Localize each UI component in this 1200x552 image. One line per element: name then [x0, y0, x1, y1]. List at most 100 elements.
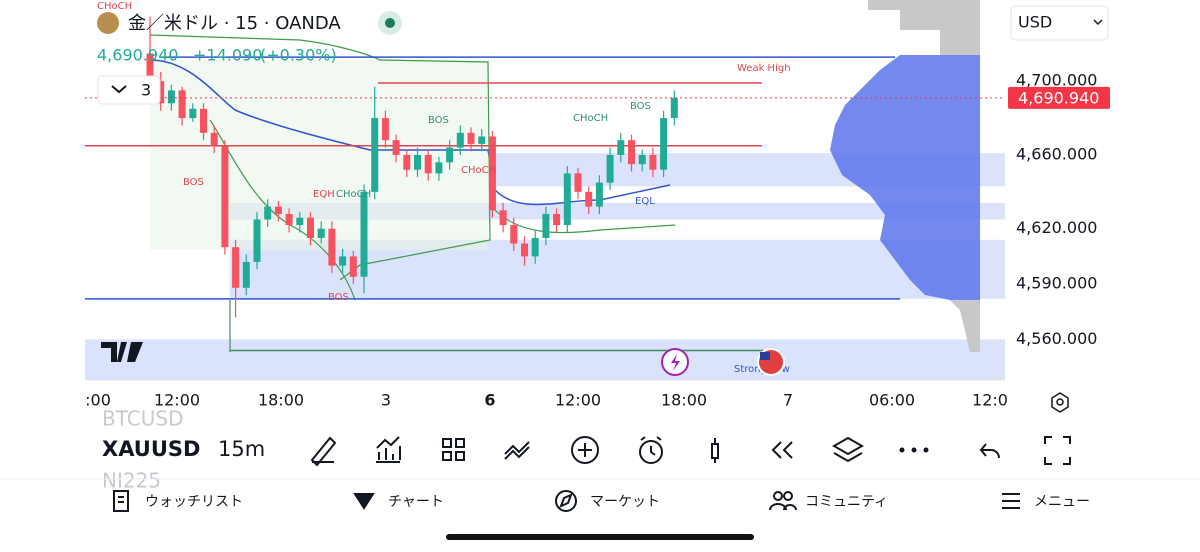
candle-body [606, 154, 614, 183]
candle-body [446, 147, 454, 163]
candle-body [371, 118, 379, 192]
nav-item[interactable]: コミュニティ [805, 494, 888, 510]
candle-body [157, 81, 165, 104]
y-tick-label: 4,590.000 [1016, 274, 1097, 293]
candle-body [210, 132, 218, 146]
candle-body [478, 136, 486, 144]
x-tick-label: 3 [381, 391, 391, 410]
band-upper [149, 34, 491, 281]
layout-icon[interactable] [442, 438, 465, 461]
candle-body [264, 206, 272, 220]
candle-body [392, 140, 400, 155]
chart-tag: CHoCH [97, 1, 132, 12]
y-tick-label: 4,700.000 [1016, 71, 1097, 90]
market-icon[interactable] [555, 490, 577, 512]
add-icon[interactable] [571, 436, 599, 464]
nav-icons [113, 490, 1020, 512]
draw-icon[interactable] [310, 436, 337, 467]
candle-body [296, 217, 304, 226]
prev-symbol: BTCUSD [102, 407, 183, 431]
smc-label: BOS [328, 292, 349, 303]
indicators-icon[interactable] [376, 436, 401, 463]
last-price-tag [1008, 86, 1110, 109]
candle-body [456, 132, 464, 148]
smc-label: EQH [313, 189, 335, 200]
price-axis [1005, 0, 1200, 390]
chart-nav-icon[interactable] [353, 493, 375, 510]
x-tick-label: 06:00 [869, 391, 915, 410]
volume-profile-upper [868, 0, 980, 55]
candle-body [521, 243, 528, 257]
interval[interactable]: 15m [218, 437, 265, 461]
candle-body [414, 154, 421, 170]
symbol-desc[interactable]: 金／米ドル · 15 · OANDA [128, 13, 341, 34]
candle-body [488, 136, 496, 211]
next-symbol: NI225 [102, 469, 161, 493]
smc-label: Weak High [737, 63, 791, 74]
indicator-toggle[interactable] [97, 75, 161, 105]
y-tick-label: 4,620.000 [1016, 218, 1097, 237]
candle-body [660, 118, 668, 170]
community-icon[interactable] [773, 491, 783, 501]
replay-icon[interactable] [771, 441, 793, 459]
candle-body [178, 90, 186, 119]
watchlist-icon[interactable] [113, 490, 129, 512]
candle-body [232, 247, 240, 288]
x-tick-label: 18:00 [258, 391, 304, 410]
candle-body [424, 154, 432, 174]
candle-body [649, 154, 657, 170]
settings-icon[interactable] [1051, 392, 1069, 413]
candle-body [435, 162, 443, 174]
x-tick-label: 12:00 [154, 391, 200, 410]
home-indicator [446, 534, 754, 540]
candle-body [553, 213, 561, 226]
smc-label: BOS [630, 101, 651, 112]
candle-body [510, 225, 518, 244]
candle-body [617, 140, 625, 155]
indicator-count: 3 [141, 81, 151, 100]
menu-icon[interactable] [1002, 493, 1020, 509]
candle-body [221, 145, 229, 248]
candle-body [339, 256, 347, 266]
candle-body [349, 256, 357, 277]
candle-body [381, 118, 389, 141]
nav-item[interactable]: ウォッチリスト [145, 494, 243, 510]
tradingview-logo [101, 342, 143, 362]
candle-body [189, 108, 197, 119]
candle-body [585, 191, 593, 207]
alert-icon[interactable] [639, 440, 663, 464]
currency-select[interactable] [1010, 5, 1109, 41]
candle-body [499, 210, 507, 226]
toolbar-icons [310, 436, 1071, 467]
candle-body [531, 237, 539, 257]
last-price-label: 4,690.940 [1018, 88, 1099, 107]
price-change: +14.090 [193, 46, 262, 65]
candle-body [542, 213, 550, 238]
smc-label: BOS [428, 115, 449, 126]
fullscreen-icon[interactable] [1044, 436, 1071, 465]
last-price: 4,690.940 [97, 46, 178, 65]
premium-zone [150, 60, 488, 250]
smc-label: BOS [183, 177, 204, 188]
smc-label: CHoCH [573, 113, 608, 124]
candles-icon[interactable] [711, 438, 719, 463]
more-icon[interactable] [899, 447, 929, 453]
nav-item[interactable]: マーケット [590, 494, 660, 510]
candle-body [467, 132, 475, 144]
candle-body [317, 228, 325, 238]
undo-icon[interactable] [979, 443, 1000, 459]
candle-body [595, 182, 603, 207]
nav-item[interactable]: チャート [388, 494, 444, 510]
objects-icon[interactable] [831, 436, 865, 463]
candle-body [167, 90, 175, 104]
symbol[interactable]: XAUUSD [102, 437, 200, 461]
candle-body [285, 213, 293, 226]
compare-icon[interactable] [504, 441, 530, 460]
candle-body [328, 228, 336, 266]
nav-item[interactable]: メニュー [1034, 494, 1090, 510]
price-change-pct: (+0.30%) [260, 46, 337, 65]
candle-body [242, 261, 250, 288]
candle-body [563, 173, 571, 226]
